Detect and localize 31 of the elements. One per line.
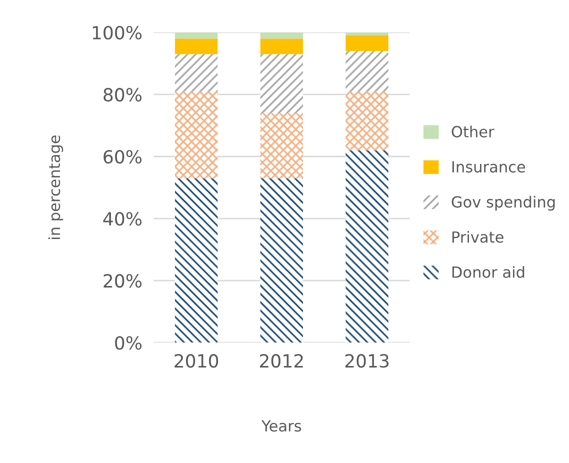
legend-label: Insurance [452,161,526,173]
legend-label: Gov spending [452,196,555,211]
y-tick-label: 100% [92,26,142,40]
bar [260,38,303,54]
x-tick-label: 2013 [345,354,389,368]
bar [346,150,388,343]
bar [346,36,388,52]
bar [260,178,303,343]
y-tick-label: 60% [104,150,142,164]
y-tick-label: 20% [104,274,142,288]
legend-label: Private [452,230,504,243]
bar [260,32,303,39]
bar [346,32,388,36]
legend-label: Donor aid [452,266,524,278]
bar [174,91,218,178]
bar [346,51,388,92]
bar [174,54,218,92]
bar [346,91,388,150]
x-tick-label: 2010 [174,354,218,368]
x-axis-title: Years [261,420,302,432]
bar [174,32,218,39]
x-tick-label: 2012 [260,354,303,368]
bar [174,38,218,54]
bar [260,54,303,114]
bar [260,113,303,178]
y-tick-label: 0% [115,336,142,350]
y-axis-title: in percentage [48,135,64,239]
bar [174,178,218,343]
y-tick-label: 40% [103,212,142,226]
legend-label: Other [452,126,494,138]
y-tick-label: 80% [104,88,142,102]
